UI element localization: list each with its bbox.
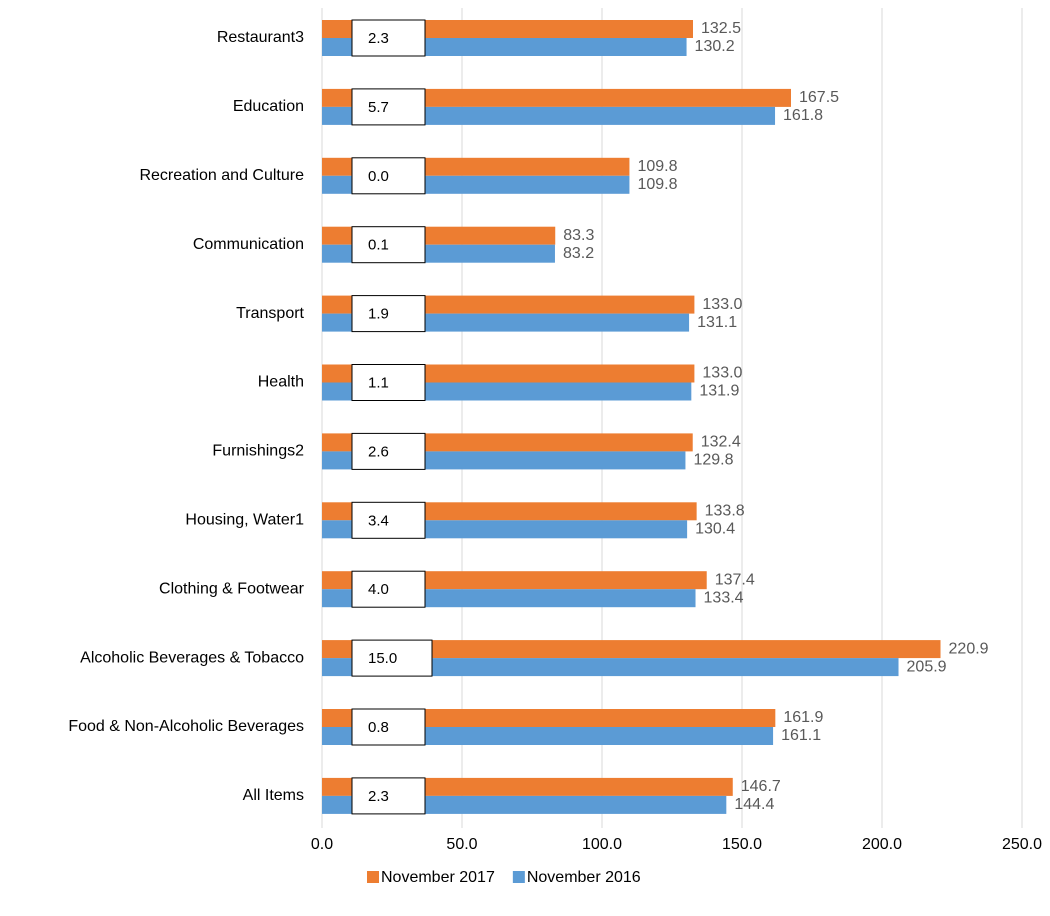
difference-box (351, 226, 426, 264)
value-label: 161.1 (781, 727, 821, 744)
difference-box (351, 432, 426, 470)
difference-label: 2.3 (368, 788, 389, 805)
difference-label: 2.6 (368, 443, 389, 460)
value-label: 161.8 (783, 107, 823, 124)
bar (322, 640, 941, 659)
x-tick-label: 100.0 (582, 836, 622, 853)
difference-box (351, 295, 426, 333)
x-tick-label: 0.0 (311, 836, 333, 853)
difference-label: 3.4 (368, 512, 389, 529)
value-label: 133.8 (705, 503, 745, 520)
difference-box (351, 708, 426, 746)
y-tick-label: Food & Non-Alcoholic Beverages (68, 718, 304, 735)
y-tick-label: Clothing & Footwear (159, 580, 305, 597)
y-tick-label: Education (233, 98, 304, 115)
bar (322, 727, 774, 745)
value-label: 161.9 (783, 709, 823, 726)
difference-label: 4.0 (368, 581, 389, 598)
bar (322, 709, 776, 727)
y-tick-label: Transport (236, 305, 304, 322)
value-label: 83.2 (563, 245, 594, 262)
difference-box (351, 157, 426, 195)
bar (322, 658, 899, 677)
value-label: 137.4 (715, 571, 755, 588)
value-label: 132.4 (701, 434, 741, 451)
value-label: 130.4 (695, 521, 735, 538)
value-label: 220.9 (949, 640, 989, 657)
value-label: 133.0 (702, 365, 742, 382)
value-label: 131.1 (697, 314, 737, 331)
difference-box (351, 570, 426, 608)
y-tick-label: Alcoholic Beverages & Tobacco (80, 649, 304, 666)
y-tick-label: Furnishings2 (212, 443, 304, 460)
difference-label: 15.0 (368, 650, 397, 667)
value-label: 133.0 (702, 296, 742, 313)
legend-label: November 2016 (527, 869, 641, 886)
difference-label: 1.9 (368, 306, 389, 323)
difference-label: 1.1 (368, 374, 389, 391)
difference-label: 5.7 (368, 99, 389, 116)
value-label: 130.2 (695, 38, 735, 55)
y-tick-label: Restaurant3 (217, 29, 304, 46)
value-label: 167.5 (799, 89, 839, 106)
x-tick-label: 150.0 (722, 836, 762, 853)
y-tick-label: Recreation and Culture (139, 167, 304, 184)
value-label: 132.5 (701, 20, 741, 37)
legend-label: November 2017 (381, 869, 495, 886)
difference-box (351, 364, 426, 401)
legend-swatch (367, 871, 379, 883)
difference-box (351, 639, 433, 677)
x-tick-label: 250.0 (1002, 836, 1042, 853)
difference-box (351, 501, 426, 539)
value-label: 131.9 (699, 383, 739, 400)
value-label: 146.7 (741, 778, 781, 795)
y-tick-label: Housing, Water1 (185, 512, 304, 529)
bar (322, 88, 791, 107)
value-label: 109.8 (637, 158, 677, 175)
difference-label: 0.0 (368, 168, 389, 185)
difference-label: 0.1 (368, 237, 389, 254)
difference-label: 2.3 (368, 30, 389, 47)
value-label: 129.8 (693, 452, 733, 469)
y-tick-label: All Items (243, 787, 304, 804)
value-label: 109.8 (637, 176, 677, 193)
difference-box (351, 88, 426, 126)
y-tick-label: Communication (193, 236, 304, 253)
x-tick-label: 50.0 (446, 836, 477, 853)
value-label: 144.4 (734, 796, 774, 813)
value-label: 83.3 (563, 227, 594, 244)
x-tick-label: 200.0 (862, 836, 902, 853)
difference-box (351, 777, 426, 815)
difference-box (351, 19, 426, 57)
bar (322, 106, 776, 125)
legend-swatch (512, 871, 525, 883)
value-label: 133.4 (704, 589, 744, 606)
value-label: 205.9 (907, 658, 947, 675)
y-tick-label: Health (258, 374, 304, 391)
difference-label: 0.8 (368, 719, 389, 736)
